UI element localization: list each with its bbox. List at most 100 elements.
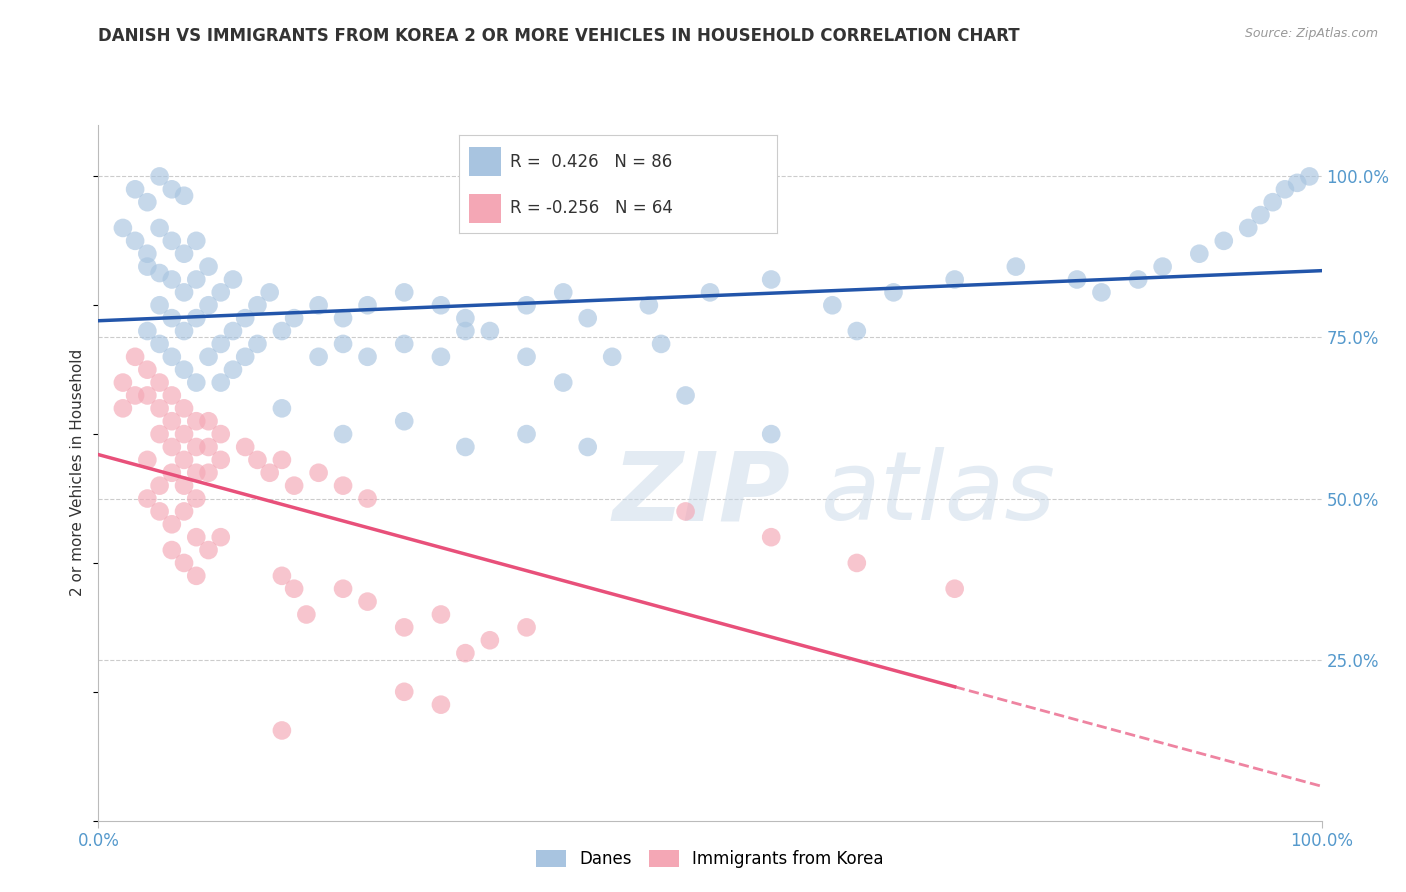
Point xyxy=(308,466,330,480)
Text: Source: ZipAtlas.com: Source: ZipAtlas.com xyxy=(1244,27,1378,40)
Point xyxy=(295,607,318,622)
Point xyxy=(186,491,208,506)
Point xyxy=(149,401,172,416)
Point xyxy=(259,285,281,300)
Point xyxy=(883,285,905,300)
Point xyxy=(149,298,172,312)
Point xyxy=(478,633,501,648)
Point xyxy=(186,530,208,544)
Point xyxy=(186,569,208,583)
Point xyxy=(943,582,966,596)
Point xyxy=(197,440,219,454)
Point xyxy=(209,337,232,351)
Point xyxy=(761,272,783,286)
Point xyxy=(675,504,697,518)
Point xyxy=(186,440,208,454)
Text: atlas: atlas xyxy=(820,447,1054,541)
Point xyxy=(136,246,159,260)
Point xyxy=(173,478,195,492)
Point xyxy=(270,569,294,583)
Point xyxy=(699,285,721,300)
Point xyxy=(149,427,172,442)
Point xyxy=(233,350,256,364)
Point xyxy=(160,350,183,364)
Point xyxy=(173,453,195,467)
Point xyxy=(308,298,330,312)
Point xyxy=(638,298,661,312)
Point xyxy=(308,350,330,364)
Point xyxy=(246,337,269,351)
Point xyxy=(356,350,378,364)
Point xyxy=(111,376,134,390)
Point xyxy=(197,414,219,428)
Point xyxy=(160,311,183,326)
Point xyxy=(222,362,245,376)
Point xyxy=(515,298,537,312)
Point xyxy=(160,414,183,428)
Point xyxy=(454,440,477,454)
Point xyxy=(233,440,256,454)
Point xyxy=(1004,260,1026,274)
Point xyxy=(149,221,172,235)
Point xyxy=(1090,285,1112,300)
Point xyxy=(553,376,575,390)
Point xyxy=(173,362,195,376)
Point xyxy=(173,324,195,338)
Point xyxy=(160,234,183,248)
Point xyxy=(943,272,966,286)
Point xyxy=(259,466,281,480)
Point xyxy=(124,182,146,196)
Point xyxy=(332,478,354,492)
Point xyxy=(478,324,501,338)
Point xyxy=(160,517,183,532)
Point xyxy=(209,453,232,467)
Point xyxy=(845,324,868,338)
Point xyxy=(197,466,219,480)
Point xyxy=(515,427,537,442)
Point xyxy=(1298,169,1320,184)
Point xyxy=(136,362,159,376)
Point xyxy=(149,478,172,492)
Point xyxy=(454,324,477,338)
Point xyxy=(1237,221,1260,235)
Point xyxy=(111,221,134,235)
Point xyxy=(136,260,159,274)
Point xyxy=(233,311,256,326)
Point xyxy=(111,401,134,416)
Point xyxy=(270,324,294,338)
Point xyxy=(332,337,354,351)
Point xyxy=(173,246,195,260)
Point xyxy=(454,311,477,326)
Point xyxy=(332,582,354,596)
Point xyxy=(761,427,783,442)
Point xyxy=(186,234,208,248)
Point xyxy=(356,594,378,608)
Point xyxy=(430,350,453,364)
Point xyxy=(136,388,159,402)
Point xyxy=(576,440,599,454)
Point xyxy=(283,311,305,326)
Point xyxy=(553,285,575,300)
Point xyxy=(173,504,195,518)
Point xyxy=(173,285,195,300)
Point xyxy=(761,530,783,544)
Point xyxy=(136,324,159,338)
Point xyxy=(392,685,416,699)
Point xyxy=(222,272,245,286)
Point xyxy=(1066,272,1088,286)
Point xyxy=(136,453,159,467)
Point xyxy=(1286,176,1309,190)
Point xyxy=(1261,195,1284,210)
Point xyxy=(283,478,305,492)
Point xyxy=(515,350,537,364)
Point xyxy=(283,582,305,596)
Point xyxy=(136,195,159,210)
Point xyxy=(186,376,208,390)
Point xyxy=(430,698,453,712)
Point xyxy=(209,530,232,544)
Point xyxy=(124,234,146,248)
Point xyxy=(392,337,416,351)
Point xyxy=(160,182,183,196)
Point xyxy=(1274,182,1296,196)
Text: DANISH VS IMMIGRANTS FROM KOREA 2 OR MORE VEHICLES IN HOUSEHOLD CORRELATION CHAR: DANISH VS IMMIGRANTS FROM KOREA 2 OR MOR… xyxy=(98,27,1019,45)
